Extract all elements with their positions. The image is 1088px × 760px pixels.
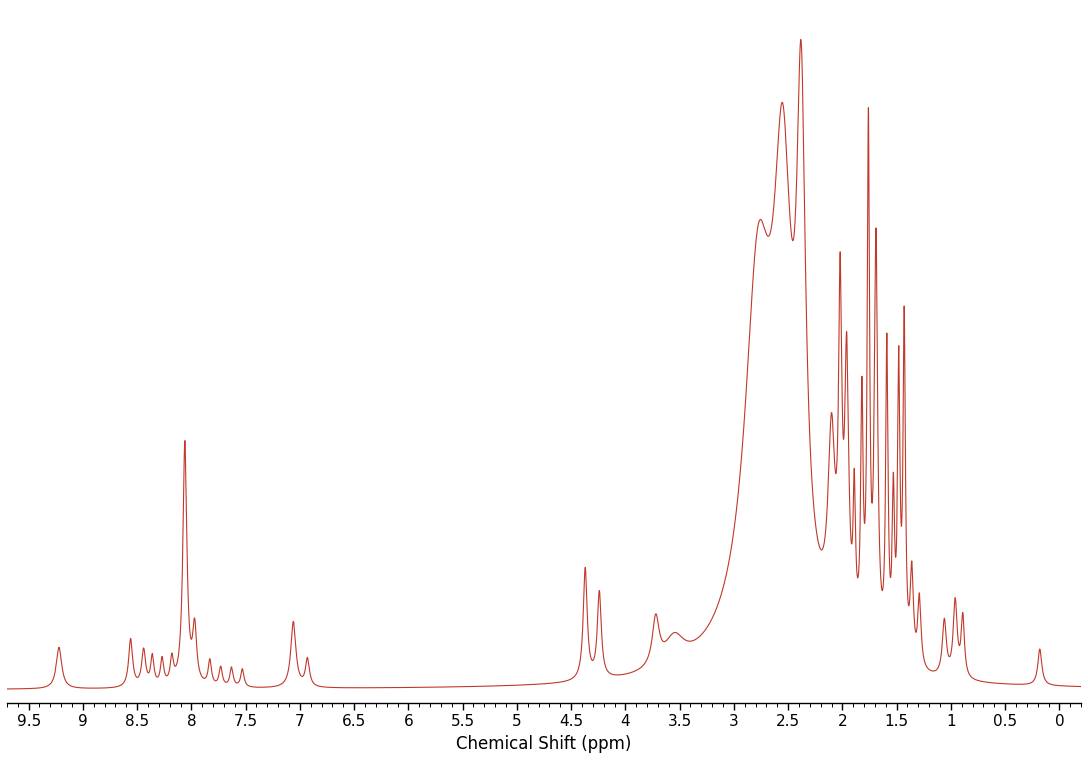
X-axis label: Chemical Shift (ppm): Chemical Shift (ppm) xyxy=(456,735,632,753)
